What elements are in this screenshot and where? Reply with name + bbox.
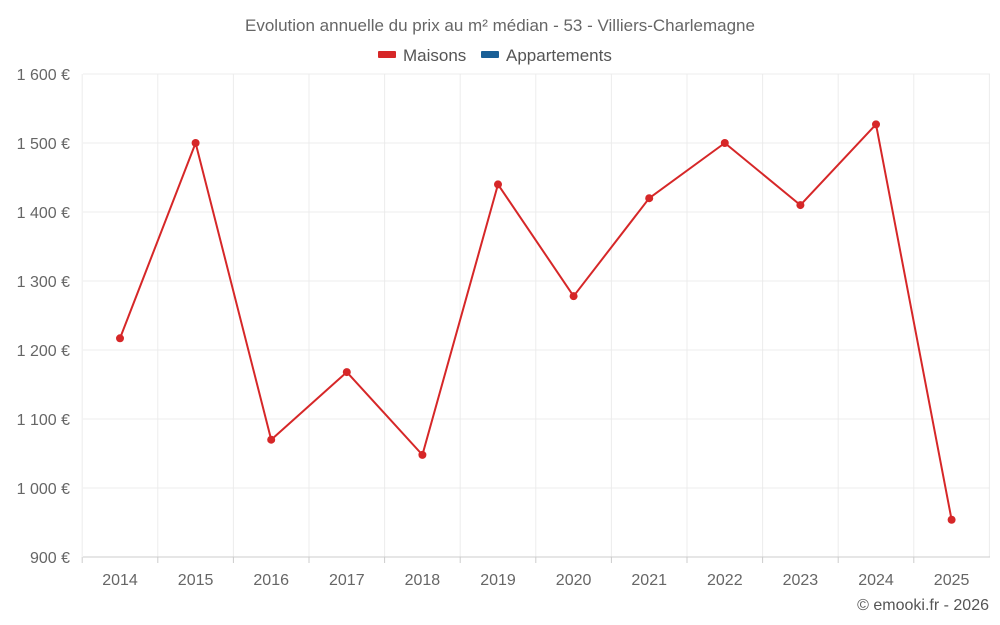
data-point-maisons-2022[interactable] — [720, 139, 729, 147]
x-tick-label: 2016 — [253, 572, 289, 589]
data-point-maisons-2023[interactable] — [796, 201, 805, 210]
data-point-maisons-2015[interactable] — [191, 139, 200, 147]
data-point-maisons-2020[interactable] — [569, 292, 578, 301]
series-maisons — [116, 120, 956, 524]
data-point-maisons-2025[interactable] — [947, 515, 956, 524]
legend-label-maisons[interactable]: Maisons — [403, 46, 466, 65]
y-tick-label: 1 200 € — [17, 343, 70, 360]
y-tick-label: 900 € — [30, 550, 70, 567]
data-point-maisons-2024[interactable] — [872, 120, 880, 129]
legend-swatch-appartements — [481, 51, 499, 58]
y-axis-ticks: 900 € 1 000 € 1 100 € 1 200 € 1 300 € 1 400 €… — [17, 67, 70, 567]
x-tick-label: 2023 — [783, 572, 819, 589]
series-line-maisons — [119, 123, 953, 520]
data-point-maisons-2014[interactable] — [116, 334, 124, 343]
grid — [81, 73, 990, 557]
x-tick-label: 2019 — [480, 572, 516, 589]
legend[interactable]: Maisons Appartements — [378, 46, 612, 65]
x-tick-label: 2020 — [556, 572, 592, 589]
data-point-maisons-2021[interactable] — [645, 194, 654, 203]
y-tick-label: 1 500 € — [17, 136, 70, 153]
x-tick-label: 2021 — [631, 572, 667, 589]
data-point-maisons-2019[interactable] — [494, 180, 502, 189]
y-tick-label: 1 100 € — [17, 412, 70, 429]
chart-title: Evolution annuelle du prix au m² médian … — [245, 16, 755, 35]
x-tick-label: 2015 — [178, 572, 214, 589]
x-tick-label: 2018 — [405, 572, 441, 589]
data-point-maisons-2017[interactable] — [342, 368, 351, 377]
y-tick-label: 1 600 € — [17, 67, 70, 84]
y-tick-label: 1 300 € — [17, 274, 70, 291]
data-point-maisons-2018[interactable] — [418, 450, 427, 459]
x-tick-label: 2022 — [707, 572, 743, 589]
legend-label-appartements[interactable]: Appartements — [506, 46, 612, 65]
x-tick-label: 2017 — [329, 572, 365, 589]
data-point-maisons-2016[interactable] — [267, 435, 276, 444]
y-tick-label: 1 000 € — [17, 481, 70, 498]
x-tick-label: 2025 — [934, 572, 970, 589]
legend-swatch-maisons — [378, 51, 396, 58]
credit-text: © emooki.fr - 2026 — [857, 597, 989, 614]
y-tick-label: 1 400 € — [17, 205, 70, 222]
x-tick-label: 2014 — [102, 572, 138, 589]
x-axis-ticks: 2014 2015 2016 2017 2018 2019 2020 2021 2022 2023… — [81, 557, 970, 589]
x-tick-label: 2024 — [858, 572, 894, 589]
